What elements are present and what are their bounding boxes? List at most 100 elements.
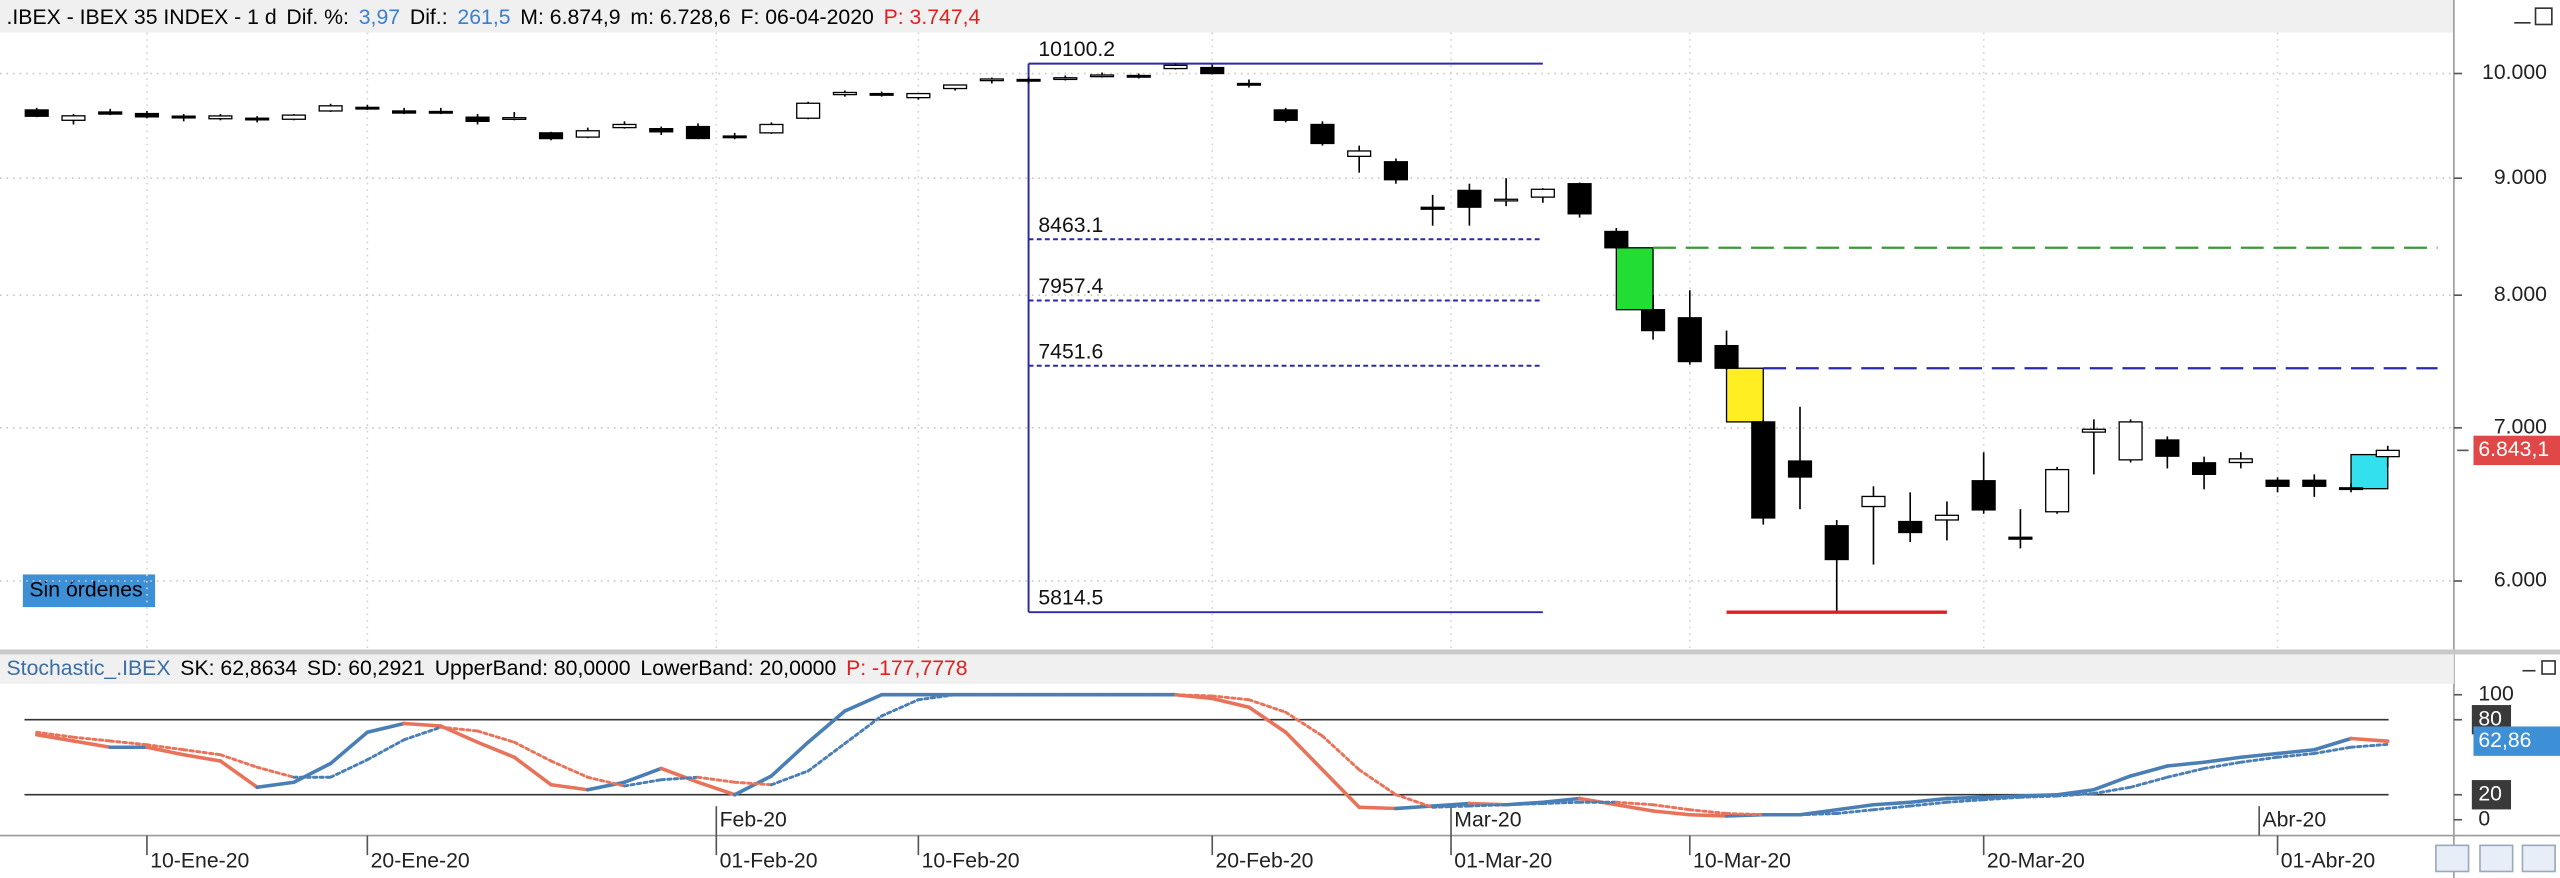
- header-item: UpperBand: 80,0000: [435, 657, 631, 680]
- x-tick-label: 01-Feb-20: [720, 849, 818, 872]
- stochastic-segment: [2128, 764, 2170, 778]
- stochastic-segment: [1945, 798, 1986, 804]
- fib-label: 8463.1: [1038, 214, 1103, 237]
- last-price-label: 6.843,1: [2478, 438, 2549, 461]
- candle-body: [2302, 479, 2327, 487]
- candle-body: [538, 132, 564, 140]
- candle-body: [1089, 74, 1115, 78]
- stochastic-segment: [218, 759, 259, 790]
- stochastic-segment: [72, 735, 112, 743]
- candle-body: [1016, 78, 1041, 82]
- stochastic-segment: [182, 748, 222, 757]
- orders-button-label[interactable]: Sin órdenes: [29, 578, 142, 601]
- candle-body: [98, 111, 123, 115]
- stochastic-segment: [1908, 800, 1949, 808]
- candle-body: [1861, 495, 1886, 508]
- candle-body: [1934, 514, 1960, 521]
- stochastic-segment: [1982, 795, 2022, 802]
- stochastic-segment: [1210, 696, 1251, 710]
- candle-body: [392, 110, 417, 114]
- header-item: .IBEX - IBEX 35 INDEX - 1 d: [7, 6, 277, 29]
- candle-body: [2228, 458, 2253, 464]
- stochastic-segment: [402, 725, 443, 742]
- candle-body: [1420, 206, 1445, 210]
- stochastic-segment: [769, 740, 810, 778]
- stochastic-segment: [1320, 734, 1361, 772]
- bottom-tools[interactable]: [2435, 844, 2556, 873]
- stochastic-segment: [255, 780, 296, 790]
- candle-body: [906, 92, 931, 99]
- stochastic-segment: [2055, 792, 2096, 798]
- stochastic-segment: [806, 742, 847, 773]
- candle-body: [2375, 449, 2400, 458]
- candle-body: [1347, 150, 1372, 157]
- indicator-header: Stochastic_.IBEX SK: 62,8634 SD: 60,2921 Up…: [7, 657, 968, 680]
- header-item: 3,97: [359, 6, 400, 29]
- stochastic-segment: [1467, 803, 1508, 808]
- window-buttons[interactable]: [2514, 7, 2556, 675]
- stochastic-segment: [659, 766, 700, 785]
- last-value-label: 62,86: [2478, 729, 2531, 752]
- stochastic-segment: [622, 766, 664, 785]
- gap-box: [2350, 453, 2389, 490]
- stochastic-segment: [365, 738, 406, 762]
- stochastic-segment: [2092, 774, 2133, 792]
- fib-label: 7451.6: [1038, 340, 1103, 363]
- orders-button-bg[interactable]: [22, 574, 156, 608]
- indicator-header-bar: [0, 654, 2454, 684]
- stochastic-segment: [843, 692, 884, 713]
- stochastic-segment: [549, 759, 590, 779]
- stochastic-segment: [2129, 775, 2169, 789]
- gap-box: [1615, 247, 1654, 311]
- candle-body: [2081, 428, 2106, 433]
- stochastic-segment: [732, 774, 774, 797]
- header-item: F: 06-04-2020: [740, 6, 873, 29]
- maximize-icon[interactable]: [2541, 660, 2556, 675]
- stochastic-segment: [34, 732, 76, 743]
- candle-body: [1126, 74, 1151, 78]
- orders-button[interactable]: Sin órdenes: [22, 574, 156, 608]
- stochastic-segment: [512, 740, 553, 763]
- stochastic-segment: [2018, 794, 2059, 799]
- header-item: P: 3.747,4: [884, 6, 981, 29]
- y-tick-label: 6.000: [2494, 569, 2547, 592]
- candle-body: [943, 84, 968, 90]
- stochastic-segment: [2275, 747, 2317, 756]
- header-item: SK: 62,8634: [180, 657, 297, 680]
- stochastic-segment: [1210, 694, 1251, 702]
- candle-body: [1200, 66, 1225, 75]
- stochastic-segment: [1871, 800, 1912, 807]
- stochastic-segment: [1247, 698, 1288, 714]
- stochastic-segment: [2312, 736, 2353, 752]
- candle-body: [61, 115, 86, 121]
- candle-body: [1530, 188, 1555, 198]
- y-tick-label: 8.000: [2494, 283, 2547, 306]
- stochastic-segment: [1430, 801, 1472, 808]
- save-button[interactable]: [2479, 844, 2514, 873]
- y-tick-label: 9.000: [2494, 166, 2547, 189]
- tool-button[interactable]: [2435, 844, 2470, 873]
- x-tick-label: 20-Feb-20: [1216, 849, 1314, 872]
- candle-body: [832, 91, 857, 96]
- stochastic-segment: [1834, 802, 1876, 812]
- stochastic-segment: [108, 739, 149, 747]
- candle-body: [1677, 317, 1702, 363]
- candle-body: [1236, 82, 1262, 86]
- stochastic-segment: [1174, 693, 1214, 698]
- y-tick-label: 100: [2478, 682, 2513, 705]
- stochastic-segment: [1651, 803, 1692, 812]
- candle-body: [245, 117, 270, 121]
- candle-body: [979, 78, 1004, 82]
- stochastic-segment: [2165, 767, 2206, 779]
- candle-body: [612, 123, 637, 129]
- tool-button[interactable]: [2521, 844, 2556, 873]
- last-value-box: [2473, 726, 2560, 756]
- candle-body: [24, 109, 49, 117]
- stochastic-segment: [1614, 800, 1655, 807]
- maximize-icon[interactable]: [2534, 7, 2553, 26]
- candle-body: [1457, 189, 1482, 208]
- stochastic-segment: [2092, 785, 2133, 795]
- stochastic-segment: [2165, 760, 2206, 768]
- stochastic-segment: [549, 782, 590, 792]
